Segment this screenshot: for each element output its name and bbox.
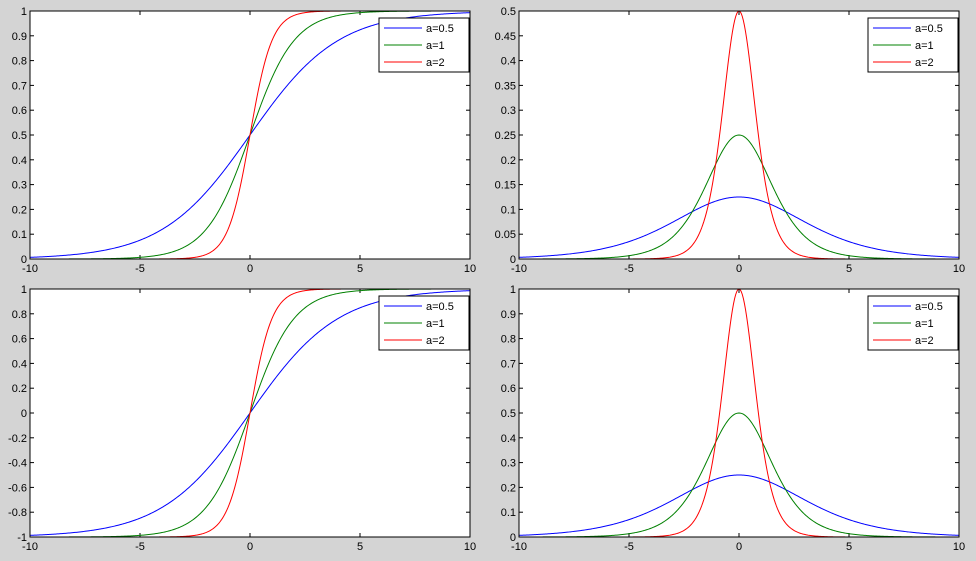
y-tick-label: 0: [510, 532, 516, 544]
y-tick-label: 0.2: [12, 383, 27, 395]
y-tick-label: 0.2: [12, 204, 27, 216]
legend: a=0.5 a=1 a=2: [867, 17, 959, 73]
legend-label: a=0.5: [426, 23, 454, 35]
legend-label: a=2: [915, 57, 934, 69]
axes-frame: [518, 10, 960, 260]
legend-label: a=0.5: [915, 23, 943, 35]
y-tick-label: 0.6: [501, 383, 516, 395]
legend: a=0.5 a=1 a=2: [867, 295, 959, 351]
x-tick-label: -10: [511, 541, 527, 553]
y-tick-label: 0.1: [501, 507, 516, 519]
y-tick-label: 0.3: [12, 180, 27, 192]
y-tick-label: 0.2: [501, 482, 516, 494]
series-line-a-1: [519, 134, 959, 260]
y-tick-label: 0.8: [501, 334, 516, 346]
y-tick-label: 0.4: [12, 155, 27, 167]
y-tick-label: 0.2: [501, 155, 516, 167]
y-tick-label: 0: [21, 254, 27, 266]
y-tick-label: 0: [21, 408, 27, 420]
y-tick-label: 0.05: [495, 229, 516, 241]
y-tick-label: -0.2: [8, 433, 27, 445]
x-tick-label: 5: [357, 263, 363, 275]
legend-box: [378, 295, 470, 351]
x-tick-label: -10: [22, 263, 38, 275]
legend-label: a=0.5: [426, 301, 454, 313]
y-tick-label: 0: [510, 254, 516, 266]
x-tick-label: -10: [22, 541, 38, 553]
y-tick-label: 0.7: [12, 80, 27, 92]
x-tick-label: 5: [846, 263, 852, 275]
x-tick-label: -10: [511, 263, 527, 275]
x-tick-label: 5: [846, 541, 852, 553]
y-tick-label: 0.4: [501, 56, 516, 68]
sigmoid-derivative-plot: -10 -5 0 5 10 0 0.05 0.1 0.15 0.2 0.25 0.3 0.35 0.4 0.…: [495, 6, 966, 275]
x-tick-label: -5: [624, 263, 634, 275]
y-tick-label: 0.4: [501, 433, 516, 445]
legend-label: a=1: [426, 318, 445, 330]
legend: a=0.5 a=1 a=2: [378, 17, 470, 73]
sigmoid-plot: -10 -5 0 5 10 0 0.1 0.2 0.3 0.4 0.5 0.6 0.7 0.8 0.9 1 a=…: [12, 6, 476, 275]
legend-label: a=1: [426, 40, 445, 52]
legend-label: a=1: [915, 40, 934, 52]
x-tick-label: 10: [953, 541, 965, 553]
y-tick-label: 1: [21, 284, 27, 296]
x-tick-label: 10: [464, 263, 476, 275]
axes-frame: [29, 10, 471, 260]
y-tick-label: 0.4: [12, 358, 27, 370]
y-tick-label: 0.15: [495, 180, 516, 192]
x-tick-label: 0: [736, 263, 742, 275]
y-tick-label: 0.35: [495, 80, 516, 92]
y-tick-label: 0.3: [501, 458, 516, 470]
y-tick-label: 0.7: [501, 358, 516, 370]
y-tick-label: 1: [21, 6, 27, 18]
y-tick-label: -0.6: [8, 482, 27, 494]
x-tick-label: 10: [464, 541, 476, 553]
legend-label: a=1: [915, 318, 934, 330]
y-tick-label: 0.5: [12, 130, 27, 142]
y-tick-label: -1: [17, 532, 27, 544]
legend-box: [378, 17, 470, 73]
x-tick-label: 10: [953, 263, 965, 275]
series-line-a-0-5: [518, 196, 960, 258]
series-line-a-1: [519, 412, 959, 538]
y-tick-label: 0.8: [12, 56, 27, 68]
x-tick-label: -5: [135, 263, 145, 275]
legend: a=0.5 a=1 a=2: [378, 295, 470, 351]
legend-label: a=0.5: [915, 301, 943, 313]
y-tick-label: 0.1: [12, 229, 27, 241]
y-tick-label: 0.3: [501, 105, 516, 117]
y-tick-label: 0.6: [12, 105, 27, 117]
x-tick-label: 0: [247, 263, 253, 275]
series-line-a-0-5: [518, 474, 960, 536]
axes-frame: [518, 288, 960, 538]
tanh-derivative-plot: -10 -5 0 5 10 0 0.1 0.2 0.3 0.4 0.5 0.6 0.7 0.8 0.9 1 a=…: [501, 284, 965, 553]
y-tick-label: 0.9: [501, 309, 516, 321]
axes-frame: [29, 288, 471, 538]
y-tick-label: 0.9: [12, 31, 27, 43]
tanh-plot: -10 -5 0 5 10 -1 -0.8 -0.6 -0.4 -0.2 0 0.2 0.4 0.6 0.8…: [8, 284, 476, 553]
x-tick-label: -5: [624, 541, 634, 553]
legend-label: a=2: [915, 335, 934, 347]
y-tick-label: 0.6: [12, 334, 27, 346]
x-tick-label: 0: [736, 541, 742, 553]
y-tick-label: 0.5: [501, 6, 516, 18]
legend-label: a=2: [426, 57, 445, 69]
x-tick-label: 5: [357, 541, 363, 553]
y-tick-label: 0.8: [12, 309, 27, 321]
y-tick-label: -0.8: [8, 507, 27, 519]
x-tick-label: 0: [247, 541, 253, 553]
y-tick-label: 1: [510, 284, 516, 296]
y-tick-label: 0.1: [501, 204, 516, 216]
y-tick-label: -0.4: [8, 458, 27, 470]
x-tick-label: -5: [135, 541, 145, 553]
y-tick-label: 0.45: [495, 31, 516, 43]
y-tick-label: 0.5: [501, 408, 516, 420]
legend-label: a=2: [426, 335, 445, 347]
y-tick-label: 0.25: [495, 130, 516, 142]
